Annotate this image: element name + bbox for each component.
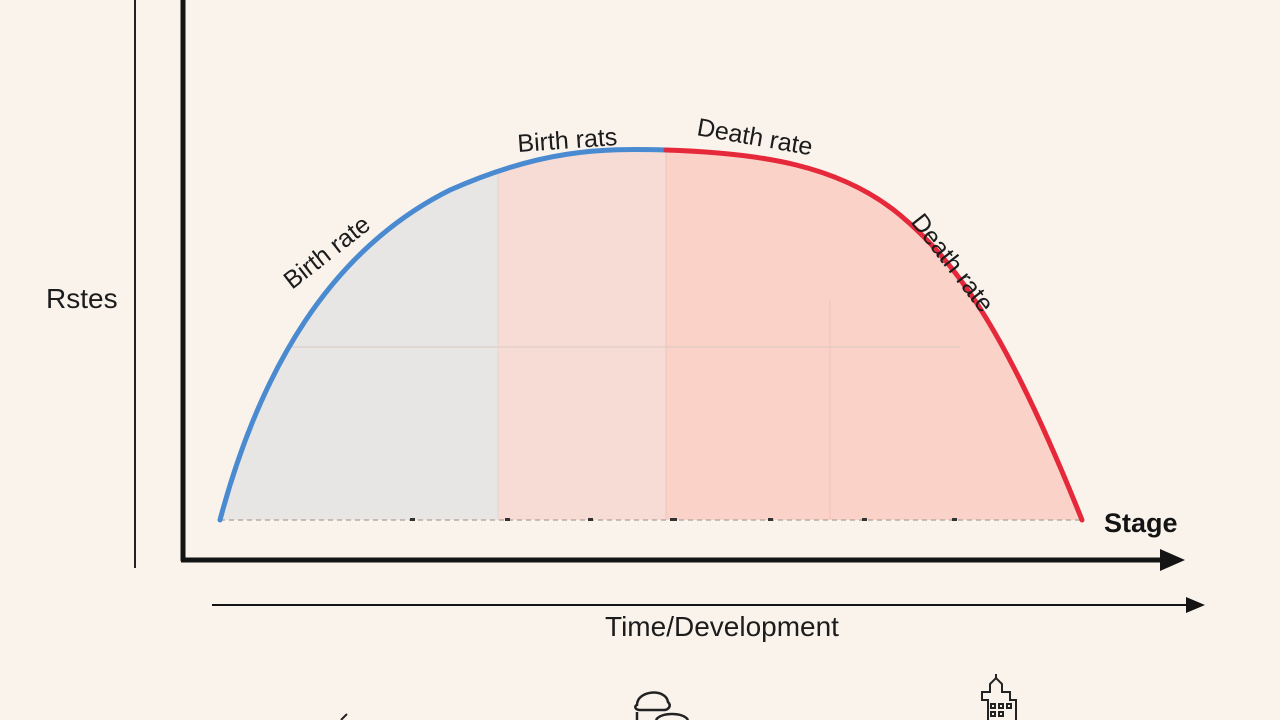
stage-region-1 bbox=[220, 149, 498, 520]
tree-icon bbox=[340, 713, 348, 720]
birth-rate-label-top: Birth rats bbox=[516, 123, 618, 158]
time-development-label: Time/Development bbox=[605, 611, 839, 642]
city-building-icon bbox=[981, 674, 1017, 720]
stage-region-3 bbox=[666, 149, 1082, 520]
birth-rate-curve bbox=[217, 146, 669, 523]
x-axis-arrowhead bbox=[1160, 549, 1185, 571]
stage-label: Stage bbox=[1104, 508, 1178, 538]
y-axis-label: Rstes bbox=[46, 283, 118, 314]
baseline-ticks bbox=[410, 518, 957, 521]
stage-region-2 bbox=[498, 149, 666, 520]
death-rate-curve bbox=[663, 147, 1085, 523]
stage-regions bbox=[220, 149, 1082, 520]
time-axis-arrowhead bbox=[1186, 597, 1205, 613]
factory-icon bbox=[634, 691, 690, 720]
